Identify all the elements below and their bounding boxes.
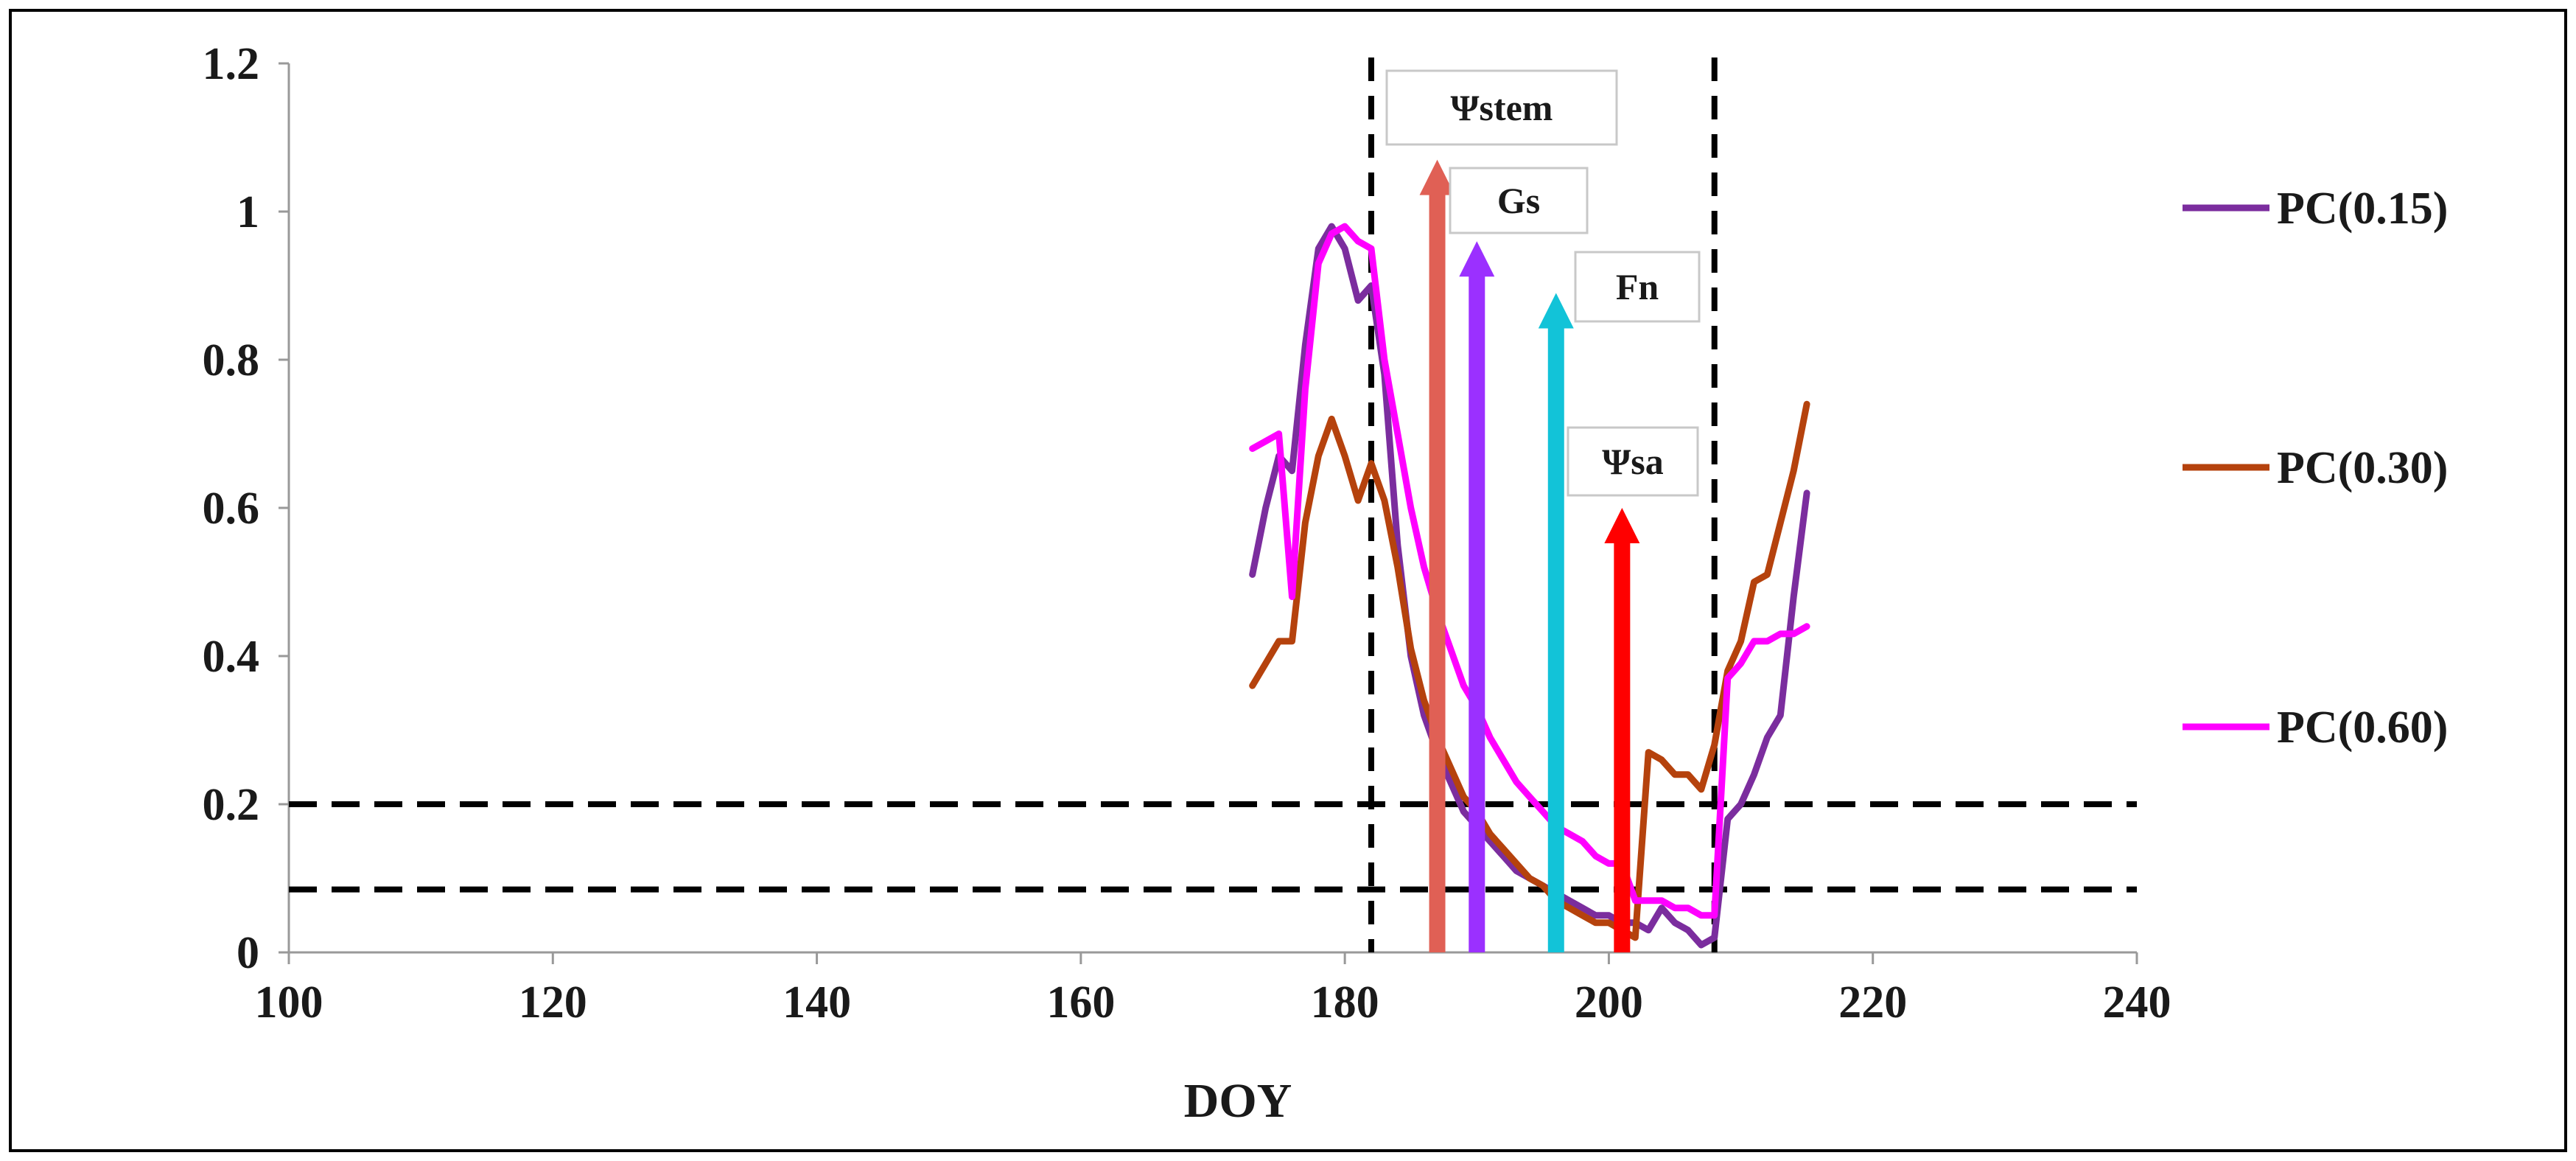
y-axis-ticks: 0 0.2 0.4 0.6 0.8 1 1.2 <box>203 39 289 978</box>
legend-label: PC(0.60) <box>2277 702 2448 753</box>
y-tick-label: 0.6 <box>203 484 260 534</box>
annotations: Ψstem Gs Fn Ψsa <box>1385 69 1701 952</box>
annotation-arrow-head <box>1459 241 1495 277</box>
annotation-arrow-head <box>1419 159 1455 195</box>
y-tick-label: 0.4 <box>203 632 260 682</box>
x-tick-label: 240 <box>2103 977 2171 1028</box>
x-tick-label: 200 <box>1575 977 1643 1028</box>
annotation-label-box <box>1449 167 1589 234</box>
x-tick-label: 120 <box>519 977 587 1028</box>
y-tick-label: 0.8 <box>203 335 260 386</box>
annotation-arrow-head <box>1604 508 1640 543</box>
y-tick-label: 1.2 <box>203 39 260 89</box>
series-group <box>1249 223 1810 949</box>
y-tick-label: 0.2 <box>203 780 260 830</box>
annotation-label: Gs <box>1497 180 1540 221</box>
y-tick-label: 1 <box>237 187 259 237</box>
x-axis-ticks: 100 120 140 160 180 200 220 240 <box>255 952 2171 1028</box>
annotation-label-box <box>1567 426 1699 497</box>
legend: PC(0.15) PC(0.30) PC(0.60) <box>2183 184 2448 753</box>
annotation-label: Ψsa <box>1602 441 1663 482</box>
y-tick-label: 0 <box>237 928 259 978</box>
x-tick-label: 140 <box>783 977 851 1028</box>
annotation-label-box <box>1385 69 1618 146</box>
x-tick-label: 160 <box>1046 977 1115 1028</box>
series-line-3 <box>1249 223 1810 919</box>
x-tick-label: 220 <box>1838 977 1907 1028</box>
annotation-arrow-head <box>1538 293 1574 329</box>
reference-lines <box>289 57 2137 952</box>
legend-label: PC(0.15) <box>2277 184 2448 234</box>
series-line-2 <box>1249 400 1810 941</box>
annotation-label: Fn <box>1616 266 1659 307</box>
x-axis-title: DOY <box>1184 1074 1292 1128</box>
annotation-label-box <box>1574 251 1701 323</box>
legend-label: PC(0.30) <box>2277 443 2448 493</box>
annotation-label: Ψstem <box>1451 87 1553 128</box>
x-tick-label: 180 <box>1311 977 1379 1028</box>
x-tick-label: 100 <box>255 977 323 1028</box>
